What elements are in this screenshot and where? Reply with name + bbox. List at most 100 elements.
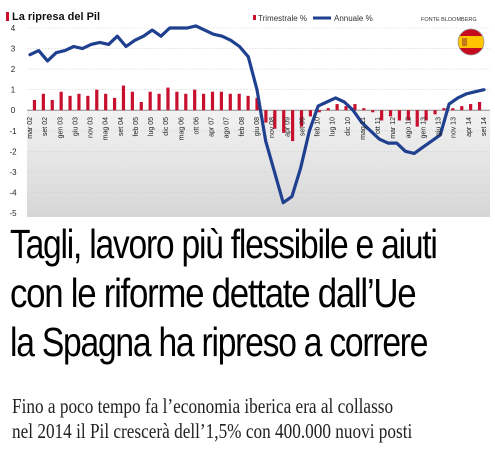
x-tick-label: mag 04	[103, 117, 110, 140]
quarterly-bar	[344, 106, 348, 111]
y-tick-label: -1	[9, 127, 17, 136]
quarterly-bar	[371, 110, 375, 113]
quarterly-bar	[193, 89, 197, 111]
x-tick-label: set 04	[118, 117, 125, 136]
y-tick-label: 4	[11, 24, 16, 33]
quarterly-bar	[237, 93, 241, 111]
x-tick-label: apr 14	[466, 117, 473, 137]
x-tick-label: nov 08	[269, 117, 276, 138]
y-tick-label: -5	[9, 209, 17, 218]
title-marker	[6, 12, 9, 21]
x-tick-label: lug 10	[330, 117, 337, 136]
quarterly-bar	[210, 91, 215, 111]
legend-annuale: Annuale %	[334, 14, 373, 23]
x-tick-label: mar 12	[390, 117, 397, 139]
quarterly-bar	[246, 95, 250, 111]
quarterly-bar	[264, 110, 268, 123]
quarterly-bar	[157, 93, 161, 111]
quarterly-bar	[148, 91, 152, 111]
quarterly-bar	[397, 110, 402, 121]
quarterly-bar	[59, 91, 63, 111]
headline-line-2: con le riforme dettate dall’Ue	[10, 270, 417, 316]
quarterly-bar	[130, 91, 134, 111]
x-tick-label: ago 12	[405, 117, 412, 139]
quarterly-bar	[299, 110, 304, 127]
x-tick-label: dic 05	[163, 117, 170, 136]
quarterly-bar	[433, 110, 437, 115]
y-tick-label: 3	[11, 45, 16, 54]
x-tick-label: ott 11	[375, 117, 382, 134]
quarterly-bar	[121, 85, 126, 111]
quarterly-bar	[219, 91, 223, 111]
quarterly-bar	[406, 110, 410, 121]
y-tick-label: 0	[11, 106, 16, 115]
quarterly-bar	[273, 110, 277, 129]
quarterly-bar	[95, 89, 99, 111]
x-tick-label: mar 02	[27, 117, 34, 139]
x-tick-label: nov 13	[451, 117, 458, 138]
x-tick-label: giu 13	[436, 117, 443, 136]
quarterly-bar	[201, 93, 206, 111]
x-tick-label: feb 08	[239, 117, 246, 137]
x-tick-label: giu 03	[72, 117, 79, 136]
quarterly-bar	[228, 93, 232, 111]
y-tick-label: -4	[9, 188, 17, 197]
x-tick-label: mag 06	[178, 117, 185, 140]
x-tick-label: dic 10	[345, 117, 352, 136]
quarterly-bar	[50, 99, 54, 111]
y-tick-label: 2	[11, 65, 16, 74]
quarterly-bar	[77, 93, 81, 111]
legend-trimestrale: Trimestrale %	[258, 14, 307, 23]
x-tick-label: ott 06	[193, 117, 200, 135]
quarterly-bar	[32, 99, 37, 111]
quarterly-bar	[166, 87, 170, 111]
x-tick-label: feb 10	[315, 117, 322, 137]
quarterly-bar	[388, 110, 393, 117]
chart-title: La ripresa del Pil	[12, 11, 100, 23]
quarterly-bar	[317, 110, 321, 113]
quarterly-bar	[460, 106, 464, 111]
quarterly-bar	[380, 110, 384, 121]
y-tick-label: -2	[9, 147, 17, 156]
gdp-chart: 4 3 2 1 0 -1 -2 -3 -4 -5 mar 02 set 02 gen 03 giu 03…	[6, 11, 490, 218]
x-tick-label: set 14	[481, 117, 488, 136]
quarterly-bar	[451, 108, 455, 111]
quarterly-bar	[477, 102, 482, 111]
quarterly-bar	[255, 97, 259, 111]
quarterly-bar	[415, 110, 419, 127]
source-label: FONTE BLOOMBERG	[421, 17, 477, 23]
quarterly-bar	[175, 91, 179, 111]
x-tick-label: nov 03	[88, 117, 95, 138]
subheadline-line-2: nel 2014 il Pil crescerà dell’1,5% con 4…	[12, 419, 413, 443]
quarterly-bar	[68, 95, 72, 111]
x-tick-label: gen 13	[420, 117, 427, 139]
x-tick-label: ago 07	[224, 117, 231, 139]
x-tick-label: feb 05	[133, 117, 140, 137]
quarterly-bar	[139, 102, 143, 111]
quarterly-bar	[353, 104, 357, 111]
y-tick-label: 1	[11, 86, 16, 95]
quarterly-bar	[326, 108, 330, 111]
quarterly-bar	[184, 93, 188, 111]
x-tick-label: set 09	[299, 117, 306, 136]
quarterly-bar	[335, 104, 339, 111]
quarterly-bar	[469, 104, 473, 111]
headline-line-1: Tagli, lavoro più flessibile e aiuti	[10, 221, 438, 267]
quarterly-bar	[442, 108, 446, 111]
quarterly-bar	[41, 93, 45, 111]
quarterly-bar	[362, 108, 366, 111]
quarterly-bar	[282, 110, 286, 133]
quarterly-bar	[291, 110, 295, 142]
legend-bar-swatch	[253, 15, 256, 20]
x-tick-label: mag 11	[360, 117, 367, 140]
x-tick-label: gen 03	[57, 117, 64, 139]
x-tick-label: lug 05	[148, 117, 155, 136]
spain-flag-icon	[457, 28, 485, 56]
x-tick-label: giu 08	[254, 117, 261, 136]
x-tick-label: set 02	[42, 117, 49, 136]
headline-line-3: la Spagna ha ripreso a correre	[10, 319, 428, 365]
y-tick-label: -3	[9, 168, 17, 177]
quarterly-bar	[308, 110, 313, 117]
quarterly-bar	[86, 95, 90, 111]
quarterly-bar	[104, 93, 108, 111]
